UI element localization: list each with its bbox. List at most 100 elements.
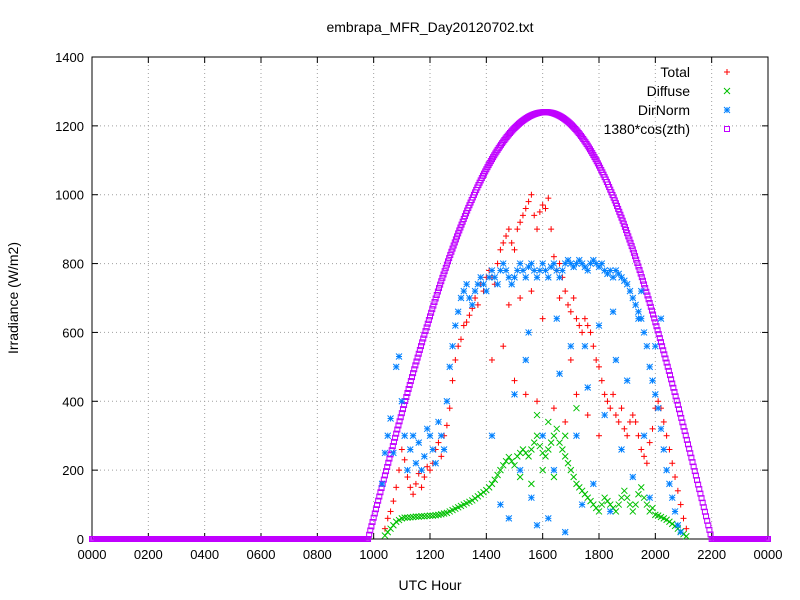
data-point [635, 490, 642, 498]
legend-marker [723, 87, 731, 95]
data-point [632, 253, 639, 260]
data-point [629, 294, 637, 302]
data-point [488, 480, 496, 488]
data-point [422, 328, 429, 335]
data-point [401, 402, 408, 409]
data-point [499, 260, 507, 267]
data-point [437, 281, 444, 288]
data-point [386, 455, 393, 462]
data-point [437, 432, 445, 440]
data-point [576, 322, 583, 329]
data-point [672, 393, 679, 400]
data-point [556, 370, 563, 378]
x-tick-label: 1200 [416, 547, 445, 562]
data-point [651, 342, 659, 350]
series-2 [378, 256, 685, 536]
data-point [511, 391, 518, 398]
data-point [519, 212, 526, 219]
data-point [630, 249, 637, 256]
data-point [454, 308, 462, 316]
data-point [635, 432, 642, 439]
data-point [660, 347, 667, 354]
data-point [632, 301, 639, 309]
data-point [409, 513, 417, 521]
legend-label: 1380*cos(zth) [604, 121, 690, 137]
data-point [517, 295, 524, 301]
data-point [573, 432, 580, 440]
data-point [682, 532, 690, 540]
data-point [528, 191, 535, 198]
data-point [601, 411, 608, 419]
data-point [406, 513, 414, 521]
data-point [674, 521, 682, 529]
data-point [669, 460, 676, 467]
data-point [584, 322, 591, 329]
data-point [370, 514, 377, 521]
data-point [428, 309, 435, 316]
data-point [452, 356, 459, 363]
data-point [651, 391, 659, 398]
data-point [406, 446, 414, 453]
data-point [390, 498, 397, 505]
data-point [396, 467, 403, 474]
data-point [429, 446, 437, 453]
data-point [651, 315, 658, 322]
data-point [643, 501, 651, 508]
data-point [623, 494, 631, 502]
data-point [626, 236, 633, 243]
data-point [621, 425, 628, 432]
data-point [372, 506, 379, 513]
data-point [615, 418, 622, 425]
data-point [410, 370, 417, 377]
data-point [542, 267, 549, 274]
x-tick-label: 0400 [190, 547, 219, 562]
data-point [686, 445, 693, 452]
data-point [590, 480, 597, 488]
data-point [497, 501, 504, 508]
data-point [443, 261, 450, 268]
data-point [567, 466, 575, 474]
data-point [584, 384, 592, 391]
data-point [468, 301, 476, 309]
data-point [628, 243, 635, 250]
data-point [491, 476, 499, 484]
data-point [522, 356, 530, 364]
data-point [387, 415, 394, 422]
data-point [663, 466, 670, 474]
data-point [640, 432, 648, 440]
data-point [398, 410, 405, 417]
y-tick-label: 400 [62, 394, 84, 409]
data-point [627, 239, 634, 246]
data-point [401, 432, 409, 440]
data-point [392, 363, 400, 371]
data-point [485, 273, 493, 281]
data-point [488, 356, 495, 363]
data-point [629, 246, 636, 253]
data-point [443, 397, 451, 405]
data-point [528, 480, 535, 488]
x-tick-label: 1400 [472, 547, 501, 562]
data-point [474, 280, 482, 288]
data-point [629, 412, 636, 419]
data-point [632, 418, 639, 425]
data-point [671, 389, 678, 396]
series-1 [381, 404, 690, 540]
data-point [610, 391, 617, 398]
data-point [626, 287, 634, 295]
data-point [660, 418, 667, 425]
legend: Total Diffuse DirNorm 1380*cos(zth) [604, 64, 731, 137]
y-tick-label: 0 [77, 532, 84, 547]
data-point [663, 359, 670, 366]
data-point [668, 376, 675, 383]
data-point [533, 273, 541, 281]
data-point [607, 405, 614, 412]
data-point [384, 515, 391, 522]
data-point [606, 267, 614, 274]
data-point [530, 439, 538, 446]
data-point [677, 501, 684, 508]
data-point [450, 242, 457, 249]
data-point [626, 501, 634, 508]
data-point [503, 233, 510, 240]
data-point [426, 432, 434, 440]
data-point [536, 442, 544, 450]
